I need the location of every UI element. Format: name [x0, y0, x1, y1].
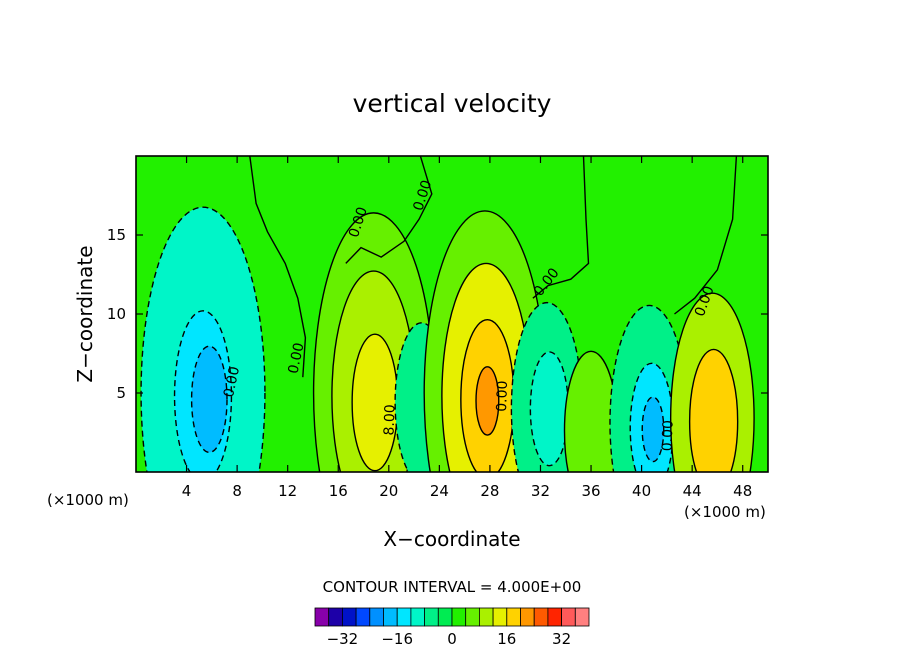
- colorbar-swatch-5: [383, 607, 398, 627]
- colorbar-swatch-13: [492, 607, 508, 627]
- y-axis-label: Z−coordinate: [73, 245, 97, 382]
- x-tick-label-9: 40: [632, 482, 651, 500]
- x-tick-label-4: 20: [379, 482, 398, 500]
- y-tick-label-2: 15: [107, 226, 126, 244]
- contour-label-4: 0.00: [285, 341, 307, 375]
- contour-cell-2: [190, 345, 228, 454]
- colorbar-swatch-9: [437, 607, 453, 627]
- colorbar-swatch-19: [574, 607, 590, 627]
- x-tick-label-7: 32: [531, 482, 550, 500]
- x-tick-label-1: 8: [232, 482, 242, 500]
- colorbar-tick-label-0: −32: [327, 630, 359, 648]
- contour-interval-note: CONTOUR INTERVAL = 4.000E+00: [323, 578, 582, 596]
- colorbar-swatch-11: [465, 607, 480, 627]
- x-unit-right: (×1000 m): [684, 503, 766, 521]
- colorbar-swatch-18: [561, 607, 576, 627]
- colorbar: −32 −16 0 16 32: [314, 607, 590, 648]
- colorbar-swatch-15: [520, 607, 535, 627]
- colorbar-swatch-7: [410, 607, 425, 627]
- contour-field: [140, 156, 755, 472]
- colorbar-swatch-6: [396, 607, 412, 627]
- x-tick-label-8: 36: [581, 482, 600, 500]
- x-tick-label-0: 4: [182, 482, 192, 500]
- contour-cell-18: [688, 348, 739, 472]
- colorbar-swatch-1: [328, 607, 343, 627]
- contour-label-8: 0.00: [660, 420, 677, 452]
- colorbar-tick-label-3: 16: [497, 630, 516, 648]
- x-tick-label-11: 48: [733, 482, 752, 500]
- y-tick-label-1: 10: [107, 305, 126, 323]
- colorbar-tick-label-2: 0: [447, 630, 457, 648]
- colorbar-swatch-2: [341, 607, 357, 627]
- colorbar-swatch-17: [547, 607, 563, 627]
- zero-contour-3: [674, 156, 738, 315]
- x-tick-label-5: 24: [430, 482, 449, 500]
- x-tick-label-6: 28: [480, 482, 499, 500]
- x-axis-label: X−coordinate: [383, 527, 520, 551]
- colorbar-swatch-14: [506, 607, 521, 627]
- colorbar-swatch-12: [478, 607, 494, 627]
- colorbar-tick-label-4: 32: [552, 630, 571, 648]
- colorbar-tick-label-1: −16: [381, 630, 413, 648]
- contour-label-5: 0.00: [221, 365, 243, 399]
- colorbar-swatch-3: [355, 607, 371, 627]
- contour-cell-10: [475, 366, 500, 436]
- contour-cell-12: [529, 351, 569, 467]
- contour-label-6: 8.00: [382, 404, 399, 436]
- contour-label-7: 0.00: [494, 380, 511, 412]
- x-tick-label-3: 16: [329, 482, 348, 500]
- x-unit-left: (×1000 m): [47, 491, 129, 509]
- colorbar-swatch-16: [533, 607, 549, 627]
- colorbar-swatch-10: [451, 607, 467, 627]
- zero-contour-2: [532, 156, 590, 299]
- x-tick-label-2: 12: [278, 482, 297, 500]
- chart-title: vertical velocity: [353, 89, 552, 118]
- contour-cell-16: [641, 396, 665, 463]
- zero-contour-0: [249, 156, 307, 378]
- colorbar-swatch-8: [424, 607, 439, 627]
- contour-cell-5: [351, 333, 399, 472]
- zero-contour-1: [345, 156, 433, 264]
- colorbar-swatch-0: [314, 607, 330, 627]
- x-tick-label-10: 44: [683, 482, 702, 500]
- colorbar-swatch-4: [369, 607, 384, 627]
- y-tick-label-0: 5: [116, 384, 126, 402]
